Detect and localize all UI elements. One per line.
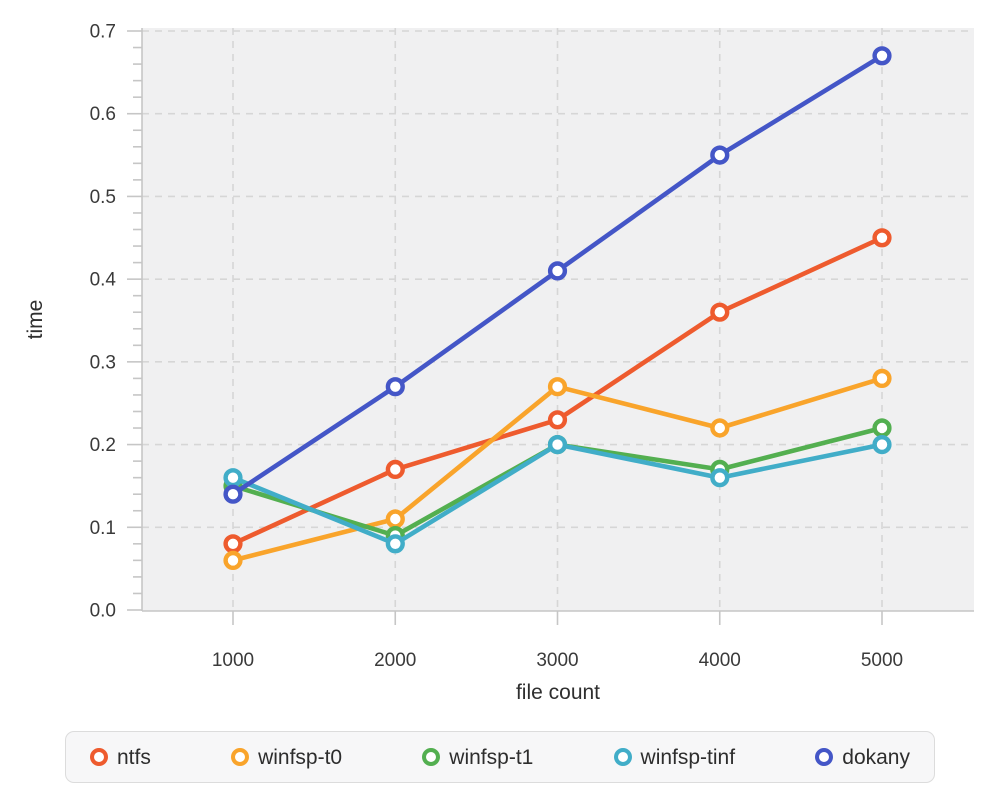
data-point [710, 302, 730, 322]
legend-item-winfsp-tinf: winfsp-tinf [613, 745, 736, 769]
y-tick-labels: 0.0 0.1 0.2 0.3 0.4 0.5 0.6 0.7 [90, 22, 117, 622]
legend-marker-icon [90, 748, 108, 766]
x-ticks [232, 611, 883, 625]
data-point [385, 509, 405, 529]
x-axis-title: file count [516, 681, 600, 704]
data-point [547, 261, 568, 281]
legend-item-dokany: dokany [815, 747, 910, 768]
y-axis-title: time [24, 300, 47, 340]
data-point [385, 377, 405, 397]
svg-text:0.1: 0.1 [90, 518, 116, 539]
legend-item-winfsp-t0: winfsp-t0 [231, 747, 342, 768]
svg-text:0.7: 0.7 [90, 22, 116, 43]
legend-label: winfsp-tinf [640, 745, 736, 769]
chart-canvas: 0.0 0.1 0.2 0.3 0.4 0.5 0.6 0.7 1000 2000 3000 4000… [24, 22, 974, 704]
data-point [223, 550, 243, 571]
line-chart: 0.0 0.1 0.2 0.3 0.4 0.5 0.6 0.7 1000 2000 3000 4000… [24, 22, 974, 704]
data-point [710, 145, 730, 165]
svg-text:1000: 1000 [212, 650, 254, 671]
svg-text:2000: 2000 [374, 650, 416, 671]
series-ntfs [223, 228, 892, 554]
series-winfsp-tinf [223, 435, 892, 554]
legend-marker-icon [422, 748, 441, 766]
legend-item-winfsp-t1: winfsp-t1 [422, 747, 533, 768]
series-dokany [223, 46, 892, 504]
svg-text:0.6: 0.6 [90, 104, 116, 125]
legend: ntfs winfsp-t0 winfsp-t1 winfsp-tinf dok… [65, 731, 935, 783]
data-point [872, 418, 892, 438]
legend-label: winfsp-t1 [449, 745, 534, 769]
svg-text:0.4: 0.4 [90, 270, 117, 291]
legend-label: winfsp-t0 [258, 745, 343, 769]
data-point [385, 459, 405, 480]
svg-text:0.3: 0.3 [90, 352, 116, 373]
legend-label: dokany [842, 745, 910, 769]
data-point [872, 46, 892, 66]
data-point [547, 410, 568, 430]
data-point [710, 468, 730, 488]
legend-item-ntfs: ntfs [90, 747, 151, 768]
x-tick-labels: 1000 2000 3000 4000 5000 [212, 650, 903, 671]
svg-text:4000: 4000 [699, 650, 741, 671]
data-point [710, 418, 730, 438]
svg-text:3000: 3000 [536, 650, 578, 671]
y-ticks [127, 30, 142, 611]
data-point [223, 534, 243, 554]
data-point [547, 377, 568, 397]
legend-marker-icon [815, 748, 834, 766]
data-point [547, 435, 568, 455]
svg-text:0.0: 0.0 [90, 601, 116, 622]
svg-text:0.2: 0.2 [90, 435, 116, 456]
svg-text:0.5: 0.5 [90, 187, 116, 208]
data-point [223, 484, 243, 504]
data-point [385, 534, 405, 554]
legend-label: ntfs [117, 745, 151, 769]
data-point [872, 368, 892, 389]
data-point [872, 435, 892, 455]
legend-marker-icon [613, 748, 632, 766]
data-point [872, 228, 892, 248]
data-point [223, 468, 243, 488]
legend-marker-icon [231, 748, 250, 766]
series-winfsp-t0 [223, 368, 892, 571]
svg-text:5000: 5000 [861, 650, 903, 671]
